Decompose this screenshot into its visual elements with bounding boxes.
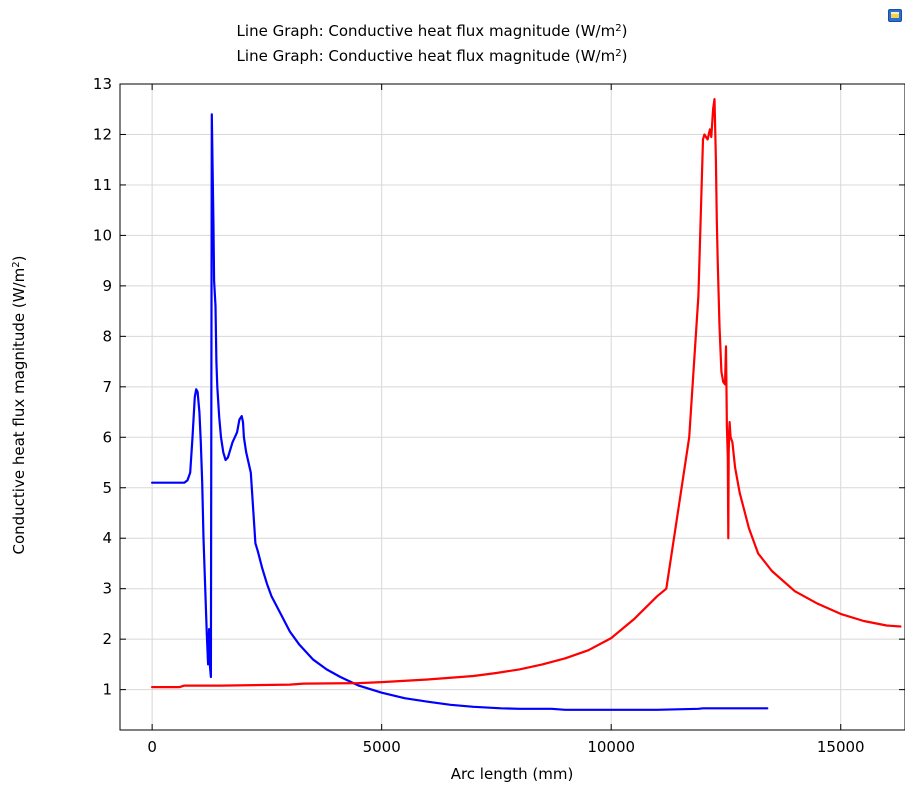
y-tick-label: 10	[93, 226, 112, 244]
text-part: Line Graph: Conductive heat flux magnitu…	[237, 47, 616, 65]
image-export-icon[interactable]	[888, 7, 902, 22]
x-tick-label: 15000	[817, 738, 865, 756]
x-tick-label: 0	[147, 738, 157, 756]
text-part: )	[622, 47, 628, 65]
y-tick-label: 13	[93, 75, 112, 93]
y-tick-label: 8	[102, 327, 112, 345]
y-tick-label: 1	[102, 681, 112, 699]
y-tick-label: 6	[102, 428, 112, 446]
y-tick-label: 5	[102, 479, 112, 497]
text-part: Conductive heat flux magnitude (W/m	[10, 268, 28, 555]
axis-labels: Arc length (mm) Conductive heat flux magn…	[10, 255, 573, 783]
chart-title-line-2: Line Graph: Conductive heat flux magnitu…	[237, 47, 628, 65]
y-tick-label: 3	[102, 580, 112, 598]
y-tick-label: 7	[102, 378, 112, 396]
text-part: Line Graph: Conductive heat flux magnitu…	[237, 22, 616, 40]
y-tick-label: 9	[102, 277, 112, 295]
x-tick-label: 5000	[363, 738, 401, 756]
chart-titles: Line Graph: Conductive heat flux magnitu…	[237, 22, 628, 65]
y-tick-label: 12	[93, 125, 112, 143]
y-tick-label: 2	[102, 630, 112, 648]
data-series	[151, 98, 902, 711]
y-tick-label: 11	[93, 176, 112, 194]
grid-lines	[120, 83, 905, 730]
series-line-2	[151, 98, 902, 689]
superscript: 2	[615, 23, 621, 34]
superscript: 2	[11, 261, 22, 267]
chart-title-line-1: Line Graph: Conductive heat flux magnitu…	[237, 22, 628, 40]
superscript: 2	[615, 48, 621, 59]
text-part: )	[10, 255, 28, 261]
y-tick-label: 4	[102, 529, 112, 547]
x-tick-label: 10000	[587, 738, 635, 756]
x-axis-label: Arc length (mm)	[451, 765, 574, 783]
plot-frame	[119, 83, 905, 731]
text-part: )	[622, 22, 628, 40]
series-line-1	[151, 113, 769, 711]
y-axis-label: Conductive heat flux magnitude (W/m2)	[10, 255, 28, 554]
